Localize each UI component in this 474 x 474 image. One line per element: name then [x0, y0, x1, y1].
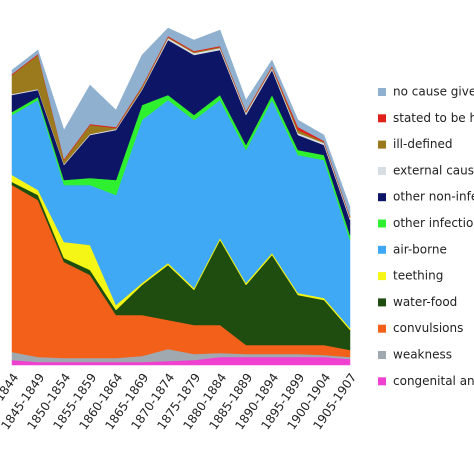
- legend-swatch: [378, 245, 386, 254]
- legend-label: stated to be healthy: [393, 111, 474, 125]
- legend-label: teething: [393, 269, 443, 283]
- legend-swatch: [378, 377, 386, 386]
- legend-label: convulsions: [393, 321, 463, 335]
- legend-label: external causes: [393, 163, 474, 177]
- legend-label: no cause given: [393, 85, 474, 99]
- legend-swatch: [378, 219, 386, 228]
- legend-swatch: [378, 140, 386, 149]
- legend-swatch: [378, 272, 386, 281]
- legend-swatch: [378, 324, 386, 333]
- legend-label: ill-defined: [393, 137, 453, 151]
- legend-label: air-borne: [393, 242, 447, 256]
- legend-label: other infectious: [393, 216, 474, 230]
- legend-swatch: [378, 193, 386, 202]
- legend-swatch: [378, 88, 386, 96]
- legend-swatch: [378, 114, 386, 123]
- legend-label: congenital anomalies: [393, 374, 474, 388]
- legend-label: water-food: [393, 295, 457, 309]
- legend-label: weakness: [393, 348, 452, 362]
- area: [11, 27, 351, 217]
- legend-label: other non-infectious: [393, 190, 474, 204]
- legend-swatch: [378, 166, 386, 175]
- legend-swatch: [378, 298, 386, 307]
- legend-swatch: [378, 351, 386, 359]
